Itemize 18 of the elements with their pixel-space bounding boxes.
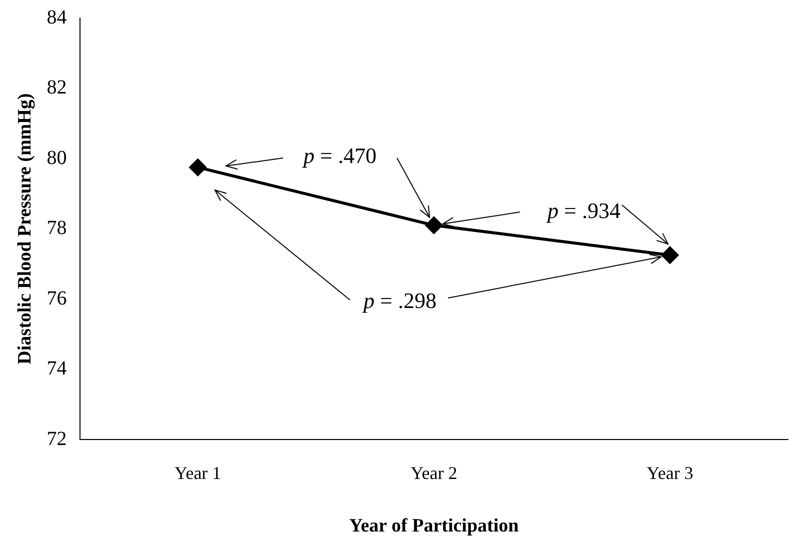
annotation: p = .470 (302, 142, 376, 168)
y-axis-title: Diastolic Blood Pressure (mmHg) (14, 93, 36, 364)
point (425, 216, 442, 234)
y-tick-label: 74 (46, 358, 67, 380)
point (189, 158, 206, 176)
y-tick-label: 82 (46, 76, 67, 99)
x-tick-label: Year 1 (174, 463, 222, 484)
y-tick-label: 80 (46, 146, 67, 169)
x-tick-label: Year 3 (646, 463, 694, 484)
x-tick-label: Year 2 (410, 463, 458, 484)
annotation: p = .298 (362, 288, 436, 313)
y-tick-label: 76 (46, 287, 67, 310)
x-axis-title: Year of Participation (349, 516, 520, 537)
point (661, 246, 678, 264)
y-tick-label: 72 (46, 428, 67, 450)
y-tick-label: 78 (46, 217, 67, 240)
annotation: p = .934 (546, 198, 620, 223)
y-tick-label: 84 (46, 6, 67, 28)
